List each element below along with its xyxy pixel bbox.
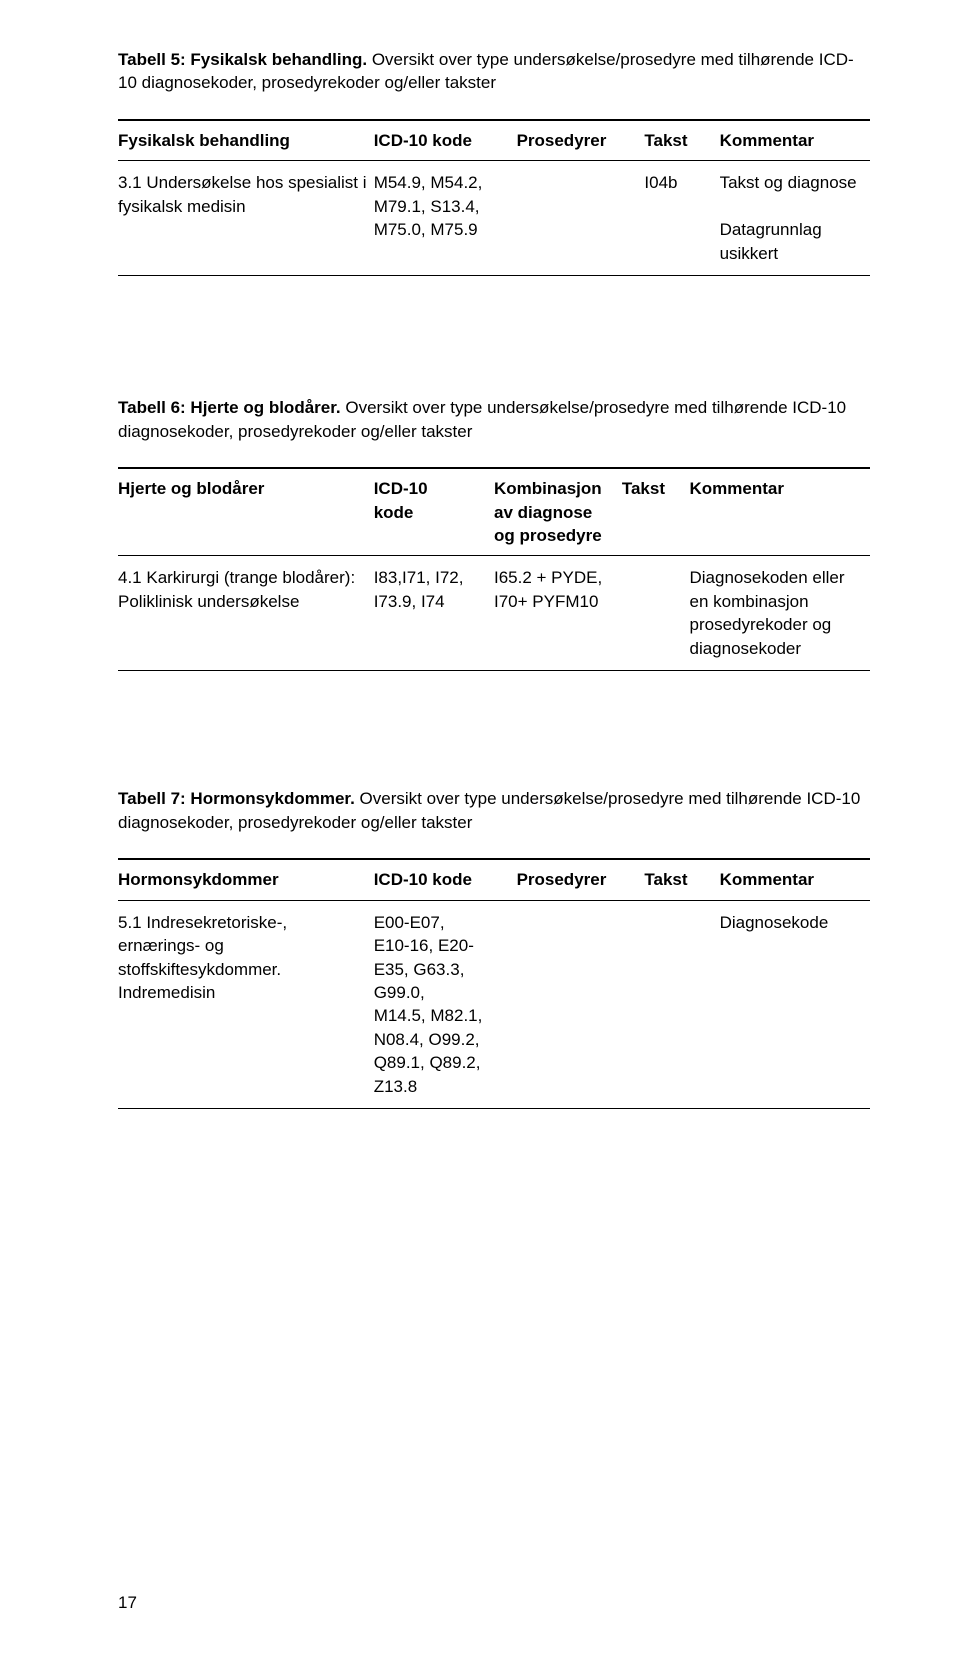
table7-body: 5.1 Indresekretoriske-, ernærings- og st… — [118, 901, 870, 1109]
table5-caption-bold: Tabell 5: Fysikalsk behandling. — [118, 50, 367, 69]
table5-h5: Kommentar — [720, 121, 870, 160]
table7-c2: E00-E07, E10-16, E20- E35, G63.3, G99.0,… — [374, 901, 517, 1109]
table6-c2: I83,I71, I72, I73.9, I74 — [374, 556, 494, 670]
table6-h3: Kombinasjon av diagnose og prosedyre — [494, 469, 622, 555]
table6-h2: ICD-10 kode — [374, 469, 494, 555]
table5: Fysikalsk behandling ICD-10 kode Prosedy… — [118, 121, 870, 160]
table5-row: 3.1 Undersøkelse hos spesialist i fysika… — [118, 161, 870, 275]
table7-h4: Takst — [644, 860, 719, 899]
table5-c5: Takst og diagnose Datagrunnlag usikkert — [720, 161, 870, 275]
table7-c1: 5.1 Indresekretoriske-, ernærings- og st… — [118, 901, 374, 1109]
table7-caption-bold: Tabell 7: Hormonsykdommer. — [118, 789, 355, 808]
table7-header-row: Hormonsykdommer ICD-10 kode Prosedyrer T… — [118, 860, 870, 899]
section-gap — [118, 671, 870, 787]
table7-row: 5.1 Indresekretoriske-, ernærings- og st… — [118, 901, 870, 1109]
table6-row: 4.1 Karkirurgi (trange blodårer): Polikl… — [118, 556, 870, 670]
table7-h3: Prosedyrer — [517, 860, 645, 899]
table5-c1: 3.1 Undersøkelse hos spesialist i fysika… — [118, 161, 374, 275]
table6-c1: 4.1 Karkirurgi (trange blodårer): Polikl… — [118, 556, 374, 670]
page-number: 17 — [118, 1593, 137, 1613]
table6-c4 — [622, 556, 690, 670]
table6-h1: Hjerte og blodårer — [118, 469, 374, 555]
table7-h1: Hormonsykdommer — [118, 860, 374, 899]
table6-h4: Takst — [622, 469, 690, 555]
table5-h3: Prosedyrer — [517, 121, 645, 160]
table6-c5: Diagnosekoden eller en kombinasjon prose… — [690, 556, 871, 670]
table7-caption: Tabell 7: Hormonsykdommer. Oversikt over… — [118, 787, 870, 834]
table7-c4 — [644, 901, 719, 1109]
table5-header-row: Fysikalsk behandling ICD-10 kode Prosedy… — [118, 121, 870, 160]
table6-header-row: Hjerte og blodårer ICD-10 kode Kombinasj… — [118, 469, 870, 555]
table6-body: 4.1 Karkirurgi (trange blodårer): Polikl… — [118, 556, 870, 670]
table7-c5: Diagnosekode — [720, 901, 870, 1109]
table7: Hormonsykdommer ICD-10 kode Prosedyrer T… — [118, 860, 870, 899]
table6-c3: I65.2 + PYDE, I70+ PYFM10 — [494, 556, 622, 670]
table5-c4: I04b — [644, 161, 719, 275]
table6-caption: Tabell 6: Hjerte og blodårer. Oversikt o… — [118, 396, 870, 443]
table5-c2: M54.9, M54.2, M79.1, S13.4, M75.0, M75.9 — [374, 161, 517, 275]
table5-c3 — [517, 161, 645, 275]
table5-h4: Takst — [644, 121, 719, 160]
table5-h2: ICD-10 kode — [374, 121, 517, 160]
table6: Hjerte og blodårer ICD-10 kode Kombinasj… — [118, 469, 870, 555]
table7-c3 — [517, 901, 645, 1109]
table6-caption-bold: Tabell 6: Hjerte og blodårer. — [118, 398, 341, 417]
section-gap — [118, 276, 870, 396]
table7-h2: ICD-10 kode — [374, 860, 517, 899]
table5-caption: Tabell 5: Fysikalsk behandling. Oversikt… — [118, 48, 870, 95]
rule-thin — [118, 1108, 870, 1109]
table5-h1: Fysikalsk behandling — [118, 121, 374, 160]
table7-h5: Kommentar — [720, 860, 870, 899]
table5-body: 3.1 Undersøkelse hos spesialist i fysika… — [118, 161, 870, 275]
table6-h5: Kommentar — [690, 469, 871, 555]
document-page: Tabell 5: Fysikalsk behandling. Oversikt… — [0, 0, 960, 1657]
